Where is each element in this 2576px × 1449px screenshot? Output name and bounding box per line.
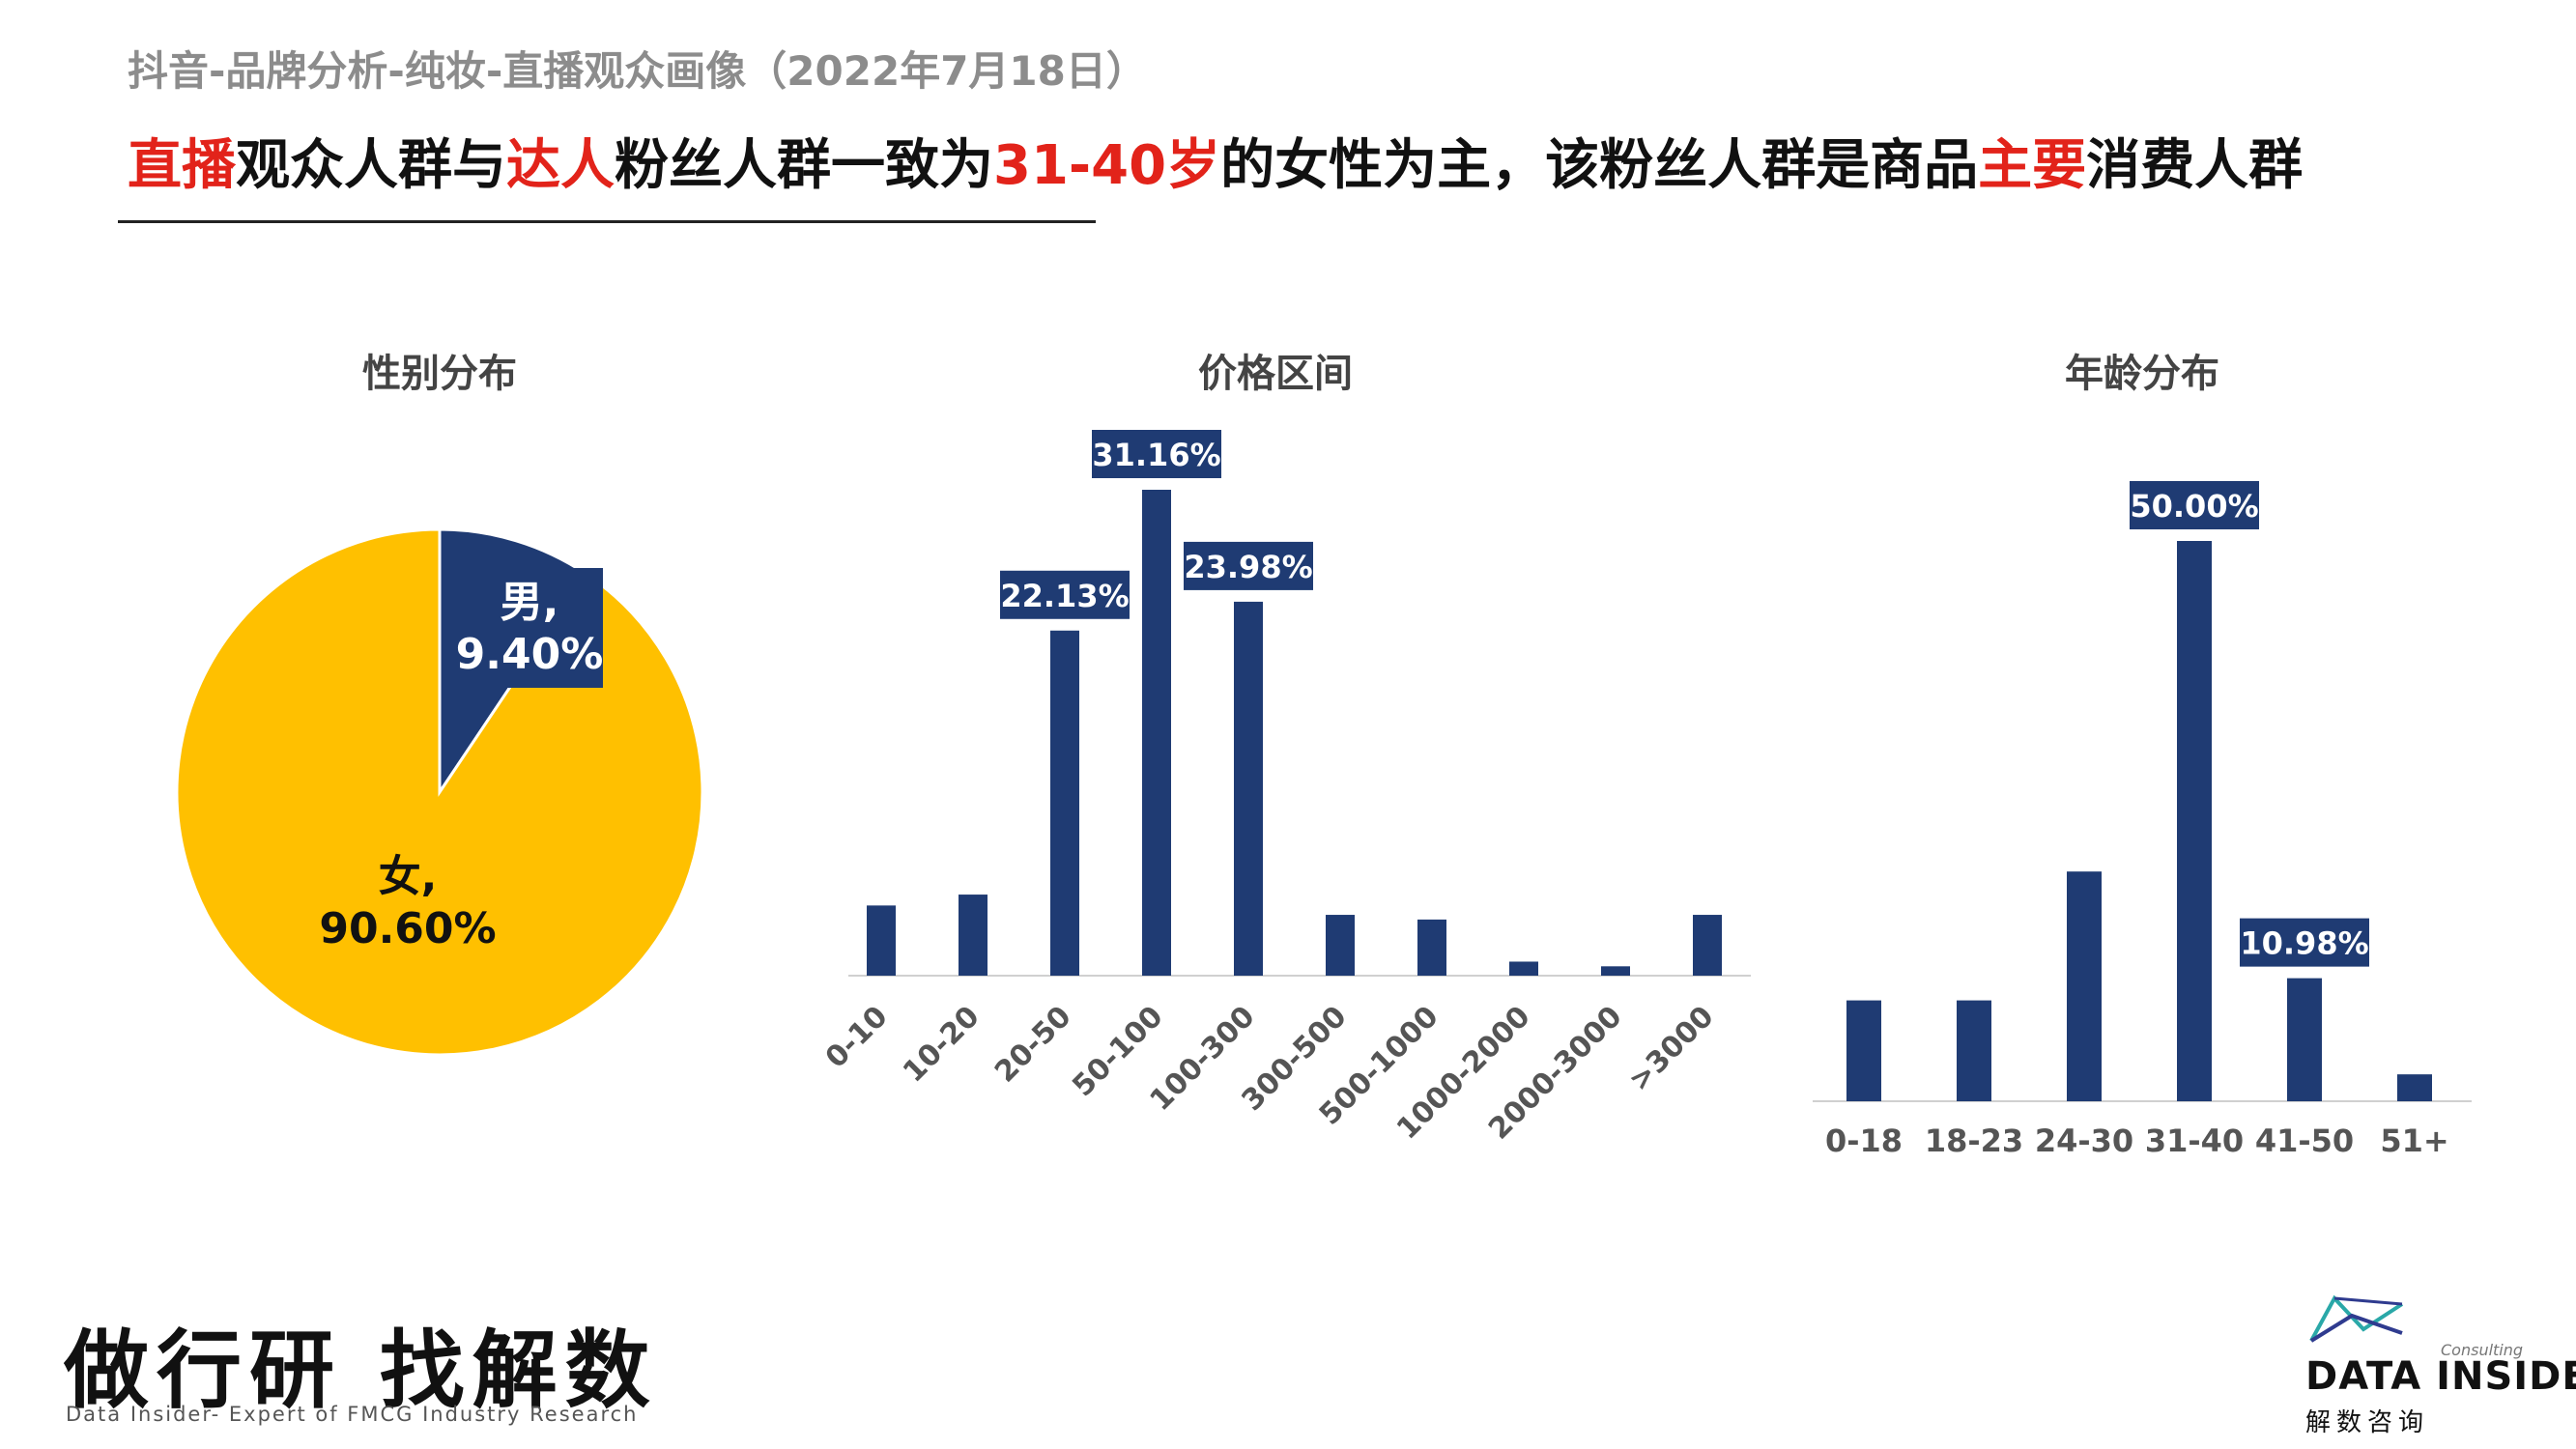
price-bar [1601,966,1630,976]
pie-label-female-name: 女, [379,852,438,901]
age-bar [1846,1000,1881,1101]
price-bar [867,905,896,976]
price-bar [1234,601,1263,976]
pie-slice-female [175,527,704,1057]
price-bar [1050,630,1079,976]
pie-label-male-value: 9.40% [456,630,604,679]
price-tick-label: 20-50 [988,1000,1078,1090]
headline-highlight: 直播 [128,134,236,197]
price-tick-label: >3000 [1622,1000,1721,1098]
price-bar [1509,961,1538,976]
title-divider [118,220,1096,223]
headline-text: 观众人群与 [236,134,506,197]
pie-label-male-box [446,568,603,688]
gender-chart-title: 性别分布 [362,352,517,396]
headline-text: 粉丝人群一致为 [615,134,993,197]
price-data-label: 31.16% [1092,437,1220,473]
age-tick-label: 51+ [2380,1122,2448,1159]
footer-tagline: Data Insider- Expert of FMCG Industry Re… [66,1403,639,1426]
age-chart-title: 年龄分布 [2065,352,2219,396]
price-data-label: 22.13% [1000,578,1129,614]
price-data-label-box [1000,570,1130,619]
headline-highlight: 31-40岁 [993,134,1221,197]
price-bar [1142,490,1171,976]
price-tick-label: 10-20 [897,1000,987,1090]
price-bar [1693,915,1722,976]
headline-text: 消费人群 [2086,134,2304,197]
age-data-label: 10.98% [2240,925,2368,962]
page-headline: 直播观众人群与达人粉丝人群一致为31-40岁的女性为主，该粉丝人群是商品主要消费… [128,122,2303,200]
price-chart-title: 价格区间 [1198,352,1353,396]
age-bar [2287,978,2322,1101]
logo-chinese-name: 解数咨询 [2305,1408,2430,1437]
age-tick-label: 18-23 [1925,1122,2023,1159]
price-bar [1417,919,1446,976]
age-tick-label: 24-30 [2035,1122,2133,1159]
age-tick-label: 31-40 [2145,1122,2244,1159]
page-subtitle: 抖音-品牌分析-纯妆-直播观众画像（2022年7月18日） [128,47,1147,95]
pie-label-male-name: 男, [501,578,559,627]
data-insider-logo-icon [2309,1294,2404,1343]
price-data-label-box [1092,430,1221,478]
pie-label-female-value: 90.60% [319,904,496,953]
age-bar [2177,541,2212,1101]
headline-highlight: 主要 [1978,134,2087,197]
price-data-label-box [1184,541,1313,590]
age-tick-label: 41-50 [2255,1122,2354,1159]
age-data-label: 50.00% [2130,488,2258,525]
price-tick-label: 0-10 [819,1000,895,1075]
price-bar [959,895,987,976]
age-bar [2067,871,2102,1101]
headline-text: 的女性为主，该粉丝人群是商品 [1220,134,1979,197]
age-bar [1957,1000,1991,1101]
footer-slogan: 做行研 找解数 [64,1320,658,1420]
age-data-label-box [2130,481,2259,529]
age-tick-label: 0-18 [1825,1122,1903,1159]
logo-name: DATA INSIDER [2305,1354,2576,1399]
logo-consulting: Consulting [2441,1341,2524,1359]
price-bar [1326,915,1355,976]
age-bar [2397,1074,2432,1101]
age-data-label-box [2240,918,2369,967]
price-data-label: 23.98% [1184,549,1312,585]
headline-highlight: 达人 [506,134,615,197]
